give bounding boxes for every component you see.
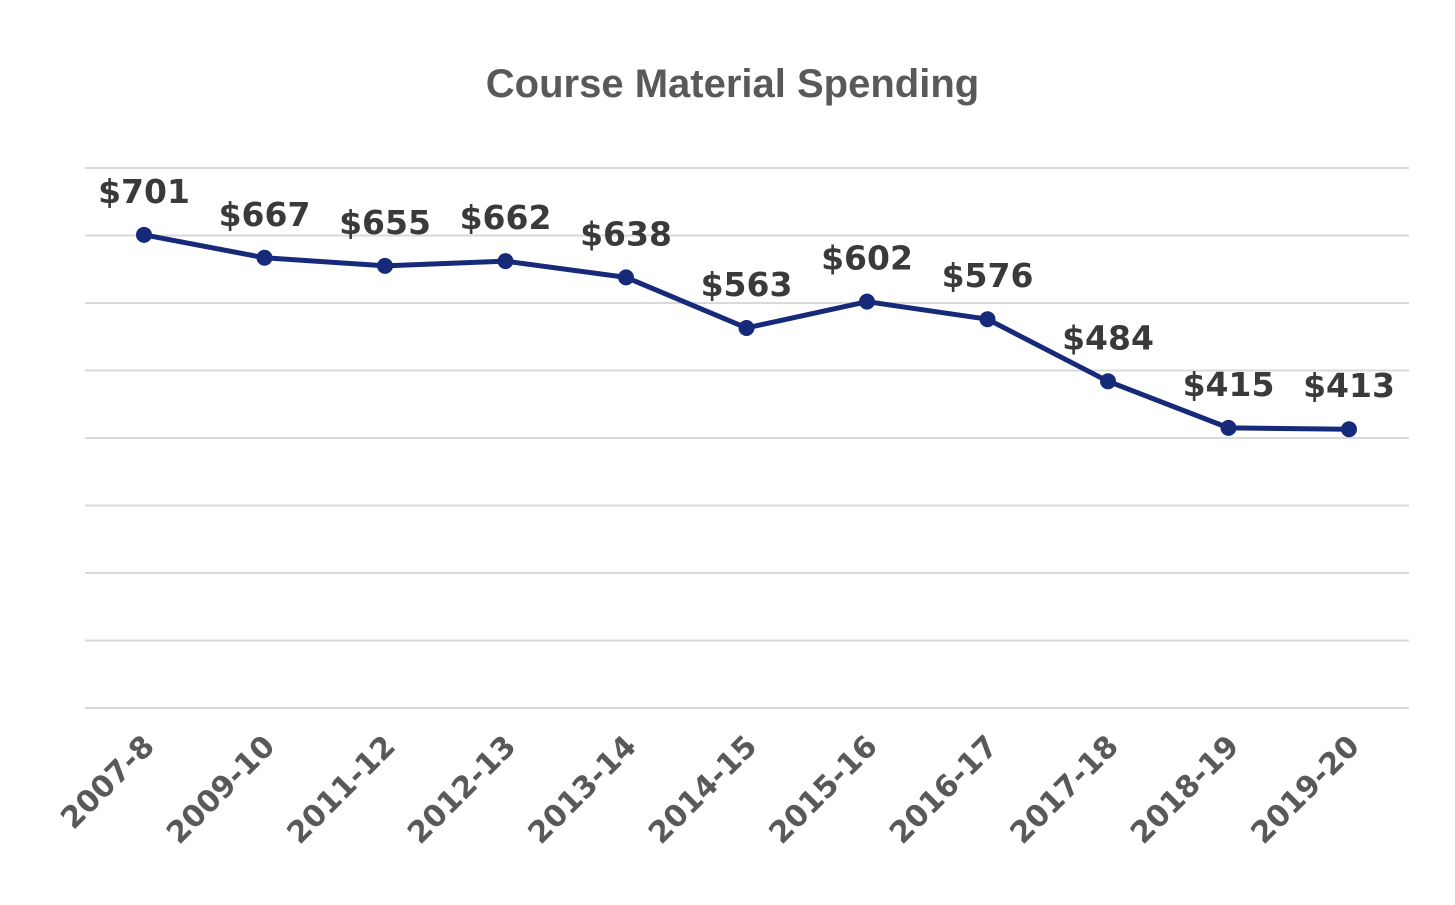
data-label: $415 — [1183, 365, 1275, 404]
data-point — [859, 293, 875, 310]
data-label: $662 — [460, 198, 552, 237]
x-tick-label: 2014-15 — [642, 729, 764, 851]
data-label: $602 — [821, 239, 913, 278]
x-tick-label: 2007-8 — [54, 729, 161, 836]
x-tick-label: 2019-20 — [1245, 729, 1367, 851]
data-point — [497, 253, 514, 270]
x-axis-tick-labels: 2007-82009-102011-122012-132013-142014-1… — [54, 729, 1366, 851]
data-label: $638 — [580, 214, 672, 253]
data-label: $667 — [219, 195, 311, 234]
data-point — [256, 249, 273, 266]
data-point — [1220, 419, 1237, 436]
data-point — [1100, 373, 1116, 390]
gridlines — [85, 167, 1409, 709]
data-point — [377, 257, 393, 274]
data-point — [979, 311, 996, 328]
data-point — [136, 226, 152, 243]
data-label: $576 — [942, 256, 1034, 295]
x-tick-label: 2012-13 — [401, 729, 523, 851]
data-label: $701 — [98, 172, 190, 211]
chart-title: Course Material Spending — [485, 62, 980, 106]
data-point — [1341, 421, 1357, 438]
x-tick-label: 2011-12 — [281, 729, 403, 851]
data-label: $484 — [1062, 318, 1154, 357]
data-point — [618, 269, 634, 286]
data-labels: $701 $667 $655 $662 $638 $563 $602 $576 $484 $415… — [98, 172, 1395, 405]
data-label: $413 — [1303, 366, 1395, 405]
x-tick-label: 2009-10 — [160, 729, 282, 851]
x-tick-label: 2015-16 — [763, 729, 885, 851]
x-tick-label: 2018-19 — [1124, 729, 1246, 851]
x-tick-label: 2013-14 — [522, 729, 644, 851]
data-points — [136, 226, 1357, 438]
data-label: $563 — [701, 265, 793, 304]
data-label: $655 — [339, 203, 431, 242]
x-tick-label: 2017-18 — [1004, 729, 1126, 851]
data-point — [738, 319, 755, 336]
x-tick-label: 2016-17 — [883, 729, 1005, 851]
